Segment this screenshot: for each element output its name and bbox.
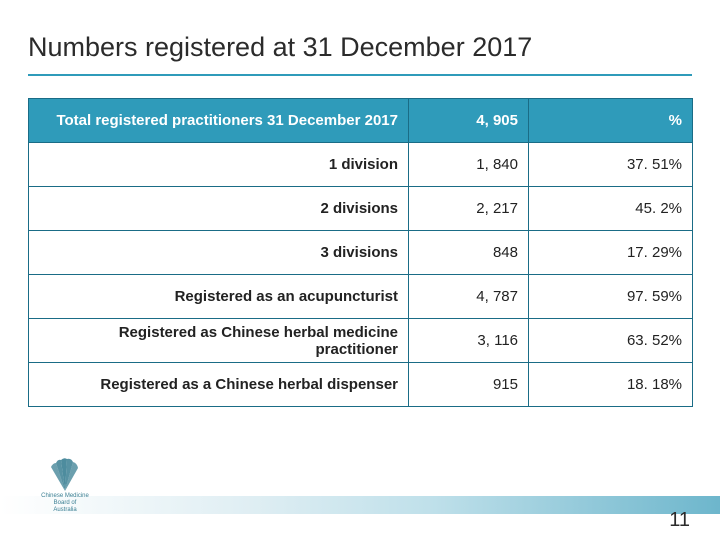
row-label: Registered as Chinese herbal medicine pr… (29, 319, 409, 363)
row-pct: 37. 51% (529, 143, 693, 187)
table-row: Registered as Chinese herbal medicine pr… (29, 319, 693, 363)
slide: Numbers registered at 31 December 2017 T… (0, 0, 720, 540)
logo: Chinese Medicine Board of Australia (30, 457, 100, 522)
logo-caption-line: Board of (54, 500, 77, 506)
table-row: 1 division 1, 840 37. 51% (29, 143, 693, 187)
slide-title: Numbers registered at 31 December 2017 (28, 32, 532, 63)
registration-table: Total registered practitioners 31 Decemb… (28, 98, 693, 407)
col-header-percent: % (529, 99, 693, 143)
table-row: 2 divisions 2, 217 45. 2% (29, 187, 693, 231)
col-header-total: 4, 905 (409, 99, 529, 143)
row-label: 3 divisions (29, 231, 409, 275)
row-count: 1, 840 (409, 143, 529, 187)
logo-caption-line: Chinese Medicine (41, 493, 89, 499)
row-count: 915 (409, 363, 529, 407)
row-pct: 45. 2% (529, 187, 693, 231)
title-underline (28, 74, 692, 76)
row-pct: 97. 59% (529, 275, 693, 319)
logo-caption: Chinese Medicine Board of Australia (30, 493, 100, 514)
col-header-label: Total registered practitioners 31 Decemb… (29, 99, 409, 143)
table-row: Registered as an acupuncturist 4, 787 97… (29, 275, 693, 319)
logo-caption-line: Australia (53, 507, 76, 513)
row-count: 3, 116 (409, 319, 529, 363)
table-header-row: Total registered practitioners 31 Decemb… (29, 99, 693, 143)
row-count: 848 (409, 231, 529, 275)
row-label: 1 division (29, 143, 409, 187)
row-pct: 18. 18% (529, 363, 693, 407)
row-label: 2 divisions (29, 187, 409, 231)
row-count: 4, 787 (409, 275, 529, 319)
footer-gradient (0, 496, 720, 514)
fan-icon (42, 457, 88, 491)
table-row: 3 divisions 848 17. 29% (29, 231, 693, 275)
row-label: Registered as an acupuncturist (29, 275, 409, 319)
row-pct: 17. 29% (529, 231, 693, 275)
row-count: 2, 217 (409, 187, 529, 231)
table-row: Registered as a Chinese herbal dispenser… (29, 363, 693, 407)
page-number: 11 (669, 509, 690, 532)
row-label: Registered as a Chinese herbal dispenser (29, 363, 409, 407)
row-pct: 63. 52% (529, 319, 693, 363)
